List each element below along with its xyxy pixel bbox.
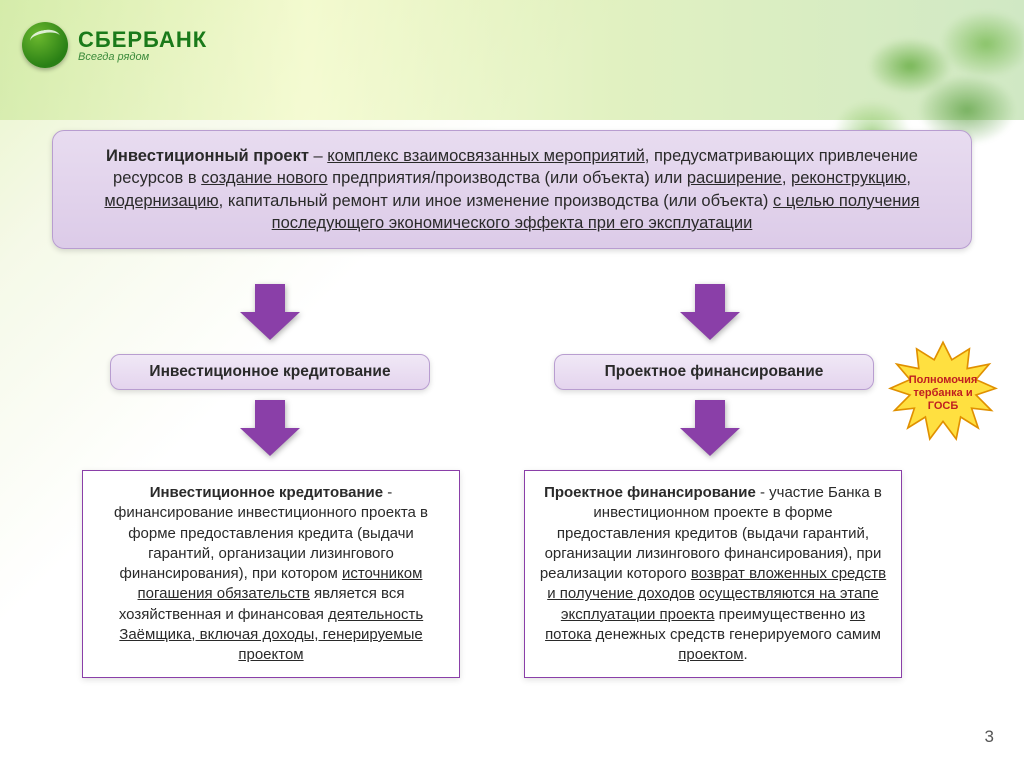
starburst-label: Полномочия тербанка и ГОСБ [898, 374, 988, 414]
sub-box-right: Проектное финансирование [554, 354, 874, 390]
arrow-down-icon [240, 400, 300, 456]
arrow-down-icon [680, 284, 740, 340]
logo-title: СБЕРБАНК [78, 27, 207, 53]
starburst-callout: Полномочия тербанка и ГОСБ [888, 340, 998, 450]
desc-box-left: Инвестиционное кредитование - финансиров… [82, 470, 460, 678]
desc-right-bold: Проектное финансирование [544, 484, 756, 501]
sub-box-left: Инвестиционное кредитование [110, 354, 430, 390]
sberbank-logo-icon [22, 22, 68, 68]
logo-text: СБЕРБАНК Всегда рядом [78, 27, 207, 63]
logo: СБЕРБАНК Всегда рядом [22, 22, 207, 68]
desc-left-bold: Инвестиционное кредитование [150, 484, 383, 501]
arrow-down-icon [240, 284, 300, 340]
main-definition-box: Инвестиционный проект – комплекс взаимос… [52, 130, 972, 249]
sub-left-label: Инвестиционное кредитование [149, 363, 390, 380]
desc-box-right: Проектное финансирование - участие Банка… [524, 470, 902, 678]
sub-right-label: Проектное финансирование [605, 363, 824, 380]
page-number: 3 [985, 727, 994, 747]
arrow-down-icon [680, 400, 740, 456]
main-text: Инвестиционный проект – комплекс взаимос… [104, 147, 919, 232]
main-bold: Инвестиционный проект [106, 147, 309, 165]
